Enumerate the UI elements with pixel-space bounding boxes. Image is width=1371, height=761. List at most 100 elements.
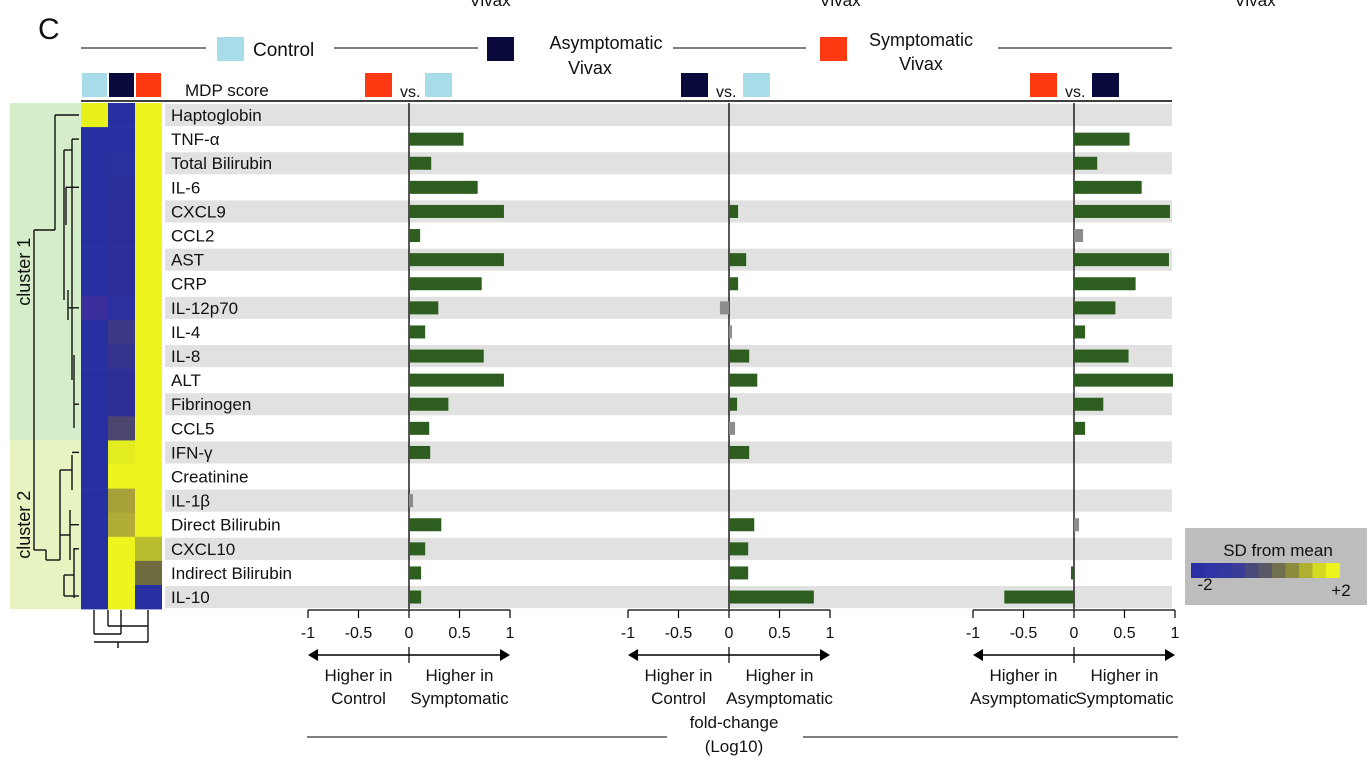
heatmap [81, 103, 162, 610]
heatmap-cell [81, 127, 108, 152]
marker-label: Total Bilirubin [171, 154, 272, 173]
heatmap-cell [81, 440, 108, 465]
asymptomatic-swatch [487, 37, 514, 61]
fold-change-bar [729, 590, 814, 604]
direction-label-left: Asymptomatic [970, 689, 1077, 708]
group-legend: Control Asymptomatic Vivax Symptomatic Vivax [81, 30, 1172, 78]
clipped-top-label: Vivax [819, 0, 861, 10]
heatmap-cell [108, 585, 135, 610]
x-tick-label: 1 [506, 625, 515, 642]
scale-legend-swatch [1245, 563, 1259, 578]
heatmap-cell [108, 151, 135, 176]
arrow-head-right [820, 649, 830, 661]
scale-legend-swatch [1204, 563, 1219, 578]
fold-change-bar [1004, 590, 1074, 604]
arrow-head-left [628, 649, 638, 661]
heatmap-cell [81, 247, 108, 272]
fold-change-bar [1074, 325, 1086, 339]
fold-change-bar [1074, 397, 1104, 411]
row-background-bands [165, 104, 1172, 609]
x-tick-label: -0.5 [345, 625, 373, 642]
direction-label-right: Higher in [425, 666, 493, 685]
legend-control-label: Control [253, 40, 314, 61]
clipped-top-labels: Vivax Vivax Vivax [469, 0, 1276, 10]
marker-label: CXCL9 [171, 202, 226, 221]
heatmap-cell [135, 368, 162, 393]
heatmap-cell [81, 536, 108, 562]
fold-change-bar [729, 421, 736, 435]
direction-label-left: Higher in [644, 666, 712, 685]
comparison-panel: -1 -0.5 0 0.5 1 Higher in Control Higher in Asym… [621, 103, 835, 708]
fold-change-bar [409, 445, 431, 459]
arrow-head-right [1165, 649, 1175, 661]
x-tick-label: 0 [405, 625, 414, 642]
x-tick-label: 0.5 [1113, 625, 1135, 642]
cluster-bands: cluster 1 cluster 2 [10, 103, 81, 610]
heatmap-cell [108, 344, 135, 369]
heatmap-cell [108, 488, 135, 513]
fold-change-bar [409, 518, 442, 532]
heatmap-cell [135, 560, 162, 586]
fold-change-bar [409, 277, 482, 291]
heatmap-cell [81, 151, 108, 176]
heatmap-cell [81, 271, 108, 297]
heatmap-cell [135, 416, 162, 441]
heatmap-cell [81, 488, 108, 513]
heatmap-cell [135, 464, 162, 489]
direction-label-left: Control [331, 689, 386, 708]
fold-change-bar [729, 397, 738, 411]
fold-change-bar [409, 397, 449, 411]
heatmap-cell [108, 319, 135, 345]
fold-change-bar [729, 373, 758, 387]
fold-change-bar [409, 204, 504, 218]
fold-change-bar [729, 542, 749, 556]
heatmap-cell [81, 560, 108, 586]
heatmap-cell [108, 271, 135, 297]
heatmap-cell [81, 199, 108, 224]
heatmap-column-header: MDP score vs. vs. vs. [81, 73, 1172, 102]
fold-change-bar [729, 566, 749, 580]
x-tick-label: 1 [826, 625, 835, 642]
heatmap-cell [108, 416, 135, 441]
comparison-swatch [1092, 73, 1119, 97]
fold-change-bar [729, 349, 750, 363]
fold-change-bar [729, 325, 733, 339]
fold-change-bar [409, 421, 430, 435]
heatmap-cell [108, 247, 135, 272]
comparison-panel: -1 -0.5 0 0.5 1 Higher in Control Higher in Symp… [301, 103, 515, 708]
fold-change-bar [1074, 373, 1173, 387]
heatmap-cell [108, 295, 135, 321]
fold-change-bar [1074, 253, 1169, 267]
x-tick-label: -0.5 [665, 625, 693, 642]
scale-legend-swatch [1312, 563, 1327, 578]
row-band [165, 489, 1172, 512]
heatmap-cell [108, 464, 135, 489]
fold-change-bar [1074, 180, 1142, 194]
fold-change-bar [409, 590, 422, 604]
marker-label: IL-10 [171, 588, 210, 607]
cluster-label: cluster 1 [14, 238, 34, 306]
marker-label: CXCL10 [171, 540, 235, 559]
direction-label-left: Higher in [324, 666, 392, 685]
heatmap-cell [81, 175, 108, 200]
heatmap-cell [108, 368, 135, 393]
row-band [165, 248, 1172, 271]
scale-legend-swatch [1231, 563, 1246, 578]
arrow-head-left [973, 649, 983, 661]
cluster-band [10, 440, 81, 610]
legend-asymptomatic-label: Asymptomatic [549, 33, 662, 53]
legend-symptomatic-label: Symptomatic [869, 30, 973, 50]
clipped-top-label: Vivax [469, 0, 511, 10]
cluster-label: cluster 2 [14, 491, 34, 559]
x-axis-title: (Log10) [705, 737, 764, 756]
clipped-top-label: Vivax [1234, 0, 1276, 10]
direction-label-right: Symptomatic [1075, 689, 1174, 708]
marker-label: Direct Bilirubin [171, 516, 281, 535]
heatmap-cell [135, 488, 162, 513]
heatmap-column-swatch [136, 73, 161, 97]
row-band [165, 537, 1172, 560]
row-band [165, 296, 1172, 319]
scale-legend-title: SD from mean [1223, 541, 1333, 560]
heatmap-cell [81, 319, 108, 345]
fold-change-bar [1070, 566, 1074, 580]
